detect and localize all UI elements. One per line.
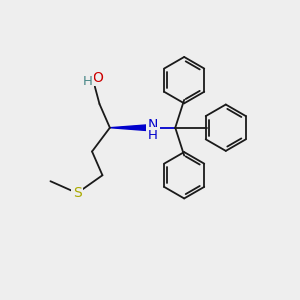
Text: N: N — [148, 117, 158, 132]
Text: S: S — [73, 186, 82, 200]
Text: O: O — [92, 71, 104, 85]
Text: H: H — [148, 129, 158, 142]
Text: S: S — [73, 186, 82, 201]
Text: N: N — [148, 118, 158, 132]
Text: H: H — [83, 75, 93, 88]
Polygon shape — [110, 124, 153, 131]
Text: H: H — [148, 129, 158, 142]
Text: H: H — [83, 75, 93, 88]
Text: O: O — [92, 70, 104, 86]
